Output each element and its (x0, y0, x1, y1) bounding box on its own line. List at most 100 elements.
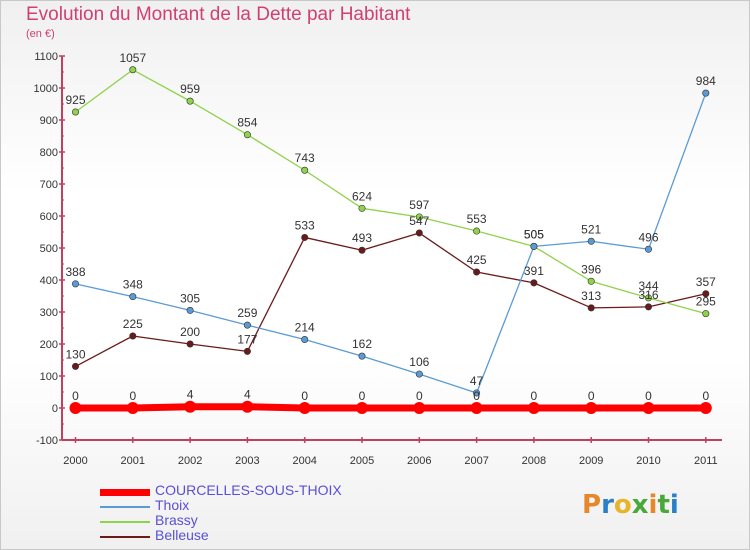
data-label: 357 (696, 275, 716, 289)
data-point (644, 245, 652, 253)
data-point (129, 332, 137, 340)
data-point (358, 246, 366, 254)
data-label: 1057 (119, 51, 146, 65)
data-label: 316 (638, 288, 658, 302)
data-label: 0 (359, 389, 366, 403)
data-label: 47 (470, 374, 484, 388)
data-label: 0 (645, 389, 652, 403)
data-label: 533 (295, 218, 315, 232)
data-point (470, 402, 483, 414)
data-label: 225 (123, 317, 143, 331)
x-tick-label: 2010 (636, 455, 660, 467)
legend-item: Thoix (100, 497, 420, 514)
logo-letter: r (601, 490, 614, 520)
data-label: 295 (696, 295, 716, 309)
data-label: 521 (581, 222, 601, 236)
data-point (358, 352, 366, 360)
data-point (702, 89, 710, 97)
x-tick-label: 2002 (178, 455, 202, 467)
data-label: 0 (588, 389, 595, 403)
data-point (473, 227, 481, 235)
data-point (530, 279, 538, 287)
logo-letter: i (648, 490, 658, 520)
logo-letter: o (613, 490, 632, 520)
chart-title: Evolution du Montant de la Dette par Hab… (26, 4, 411, 25)
data-point (644, 303, 652, 311)
y-tick-label: 900 (40, 115, 58, 127)
x-tick-label: 2009 (579, 455, 603, 467)
data-label: 0 (531, 389, 538, 403)
data-label: 200 (180, 325, 200, 339)
x-tick-label: 2005 (350, 455, 374, 467)
logo-letter: P (582, 490, 602, 520)
data-point (301, 336, 309, 344)
data-label: 259 (237, 306, 257, 320)
y-tick-label: 700 (40, 179, 58, 191)
data-point (126, 402, 139, 414)
data-point (72, 362, 80, 370)
x-tick-label: 2008 (522, 455, 546, 467)
data-label: 0 (702, 389, 709, 403)
data-point (243, 131, 251, 139)
y-tick-label: 1100 (34, 51, 58, 63)
legend-label: COURCELLES-SOUS-THOIX (155, 482, 342, 498)
data-label: 4 (187, 388, 194, 402)
data-point (298, 402, 311, 414)
logo-letter: t (657, 490, 670, 520)
x-tick-label: 2001 (121, 455, 145, 467)
data-label: 0 (473, 389, 480, 403)
legend: COURCELLES-SOUS-THOIX Thoix Brassy Belleuse (100, 482, 420, 544)
data-point (186, 97, 194, 105)
data-label: 425 (467, 253, 487, 267)
data-label: 130 (65, 347, 85, 361)
data-point (241, 400, 254, 413)
y-tick-label: 400 (40, 275, 58, 287)
data-point (587, 277, 595, 285)
logo-letter: i (669, 490, 679, 520)
data-point (301, 233, 309, 241)
x-tick-label: 2000 (63, 455, 87, 467)
series-line-thoix (75, 92, 707, 394)
data-point (530, 242, 538, 250)
data-point (587, 304, 595, 312)
data-label: 388 (65, 265, 85, 279)
data-point (702, 310, 710, 318)
series-line-brassy (75, 69, 706, 315)
legend-swatch (100, 506, 150, 508)
x-tick-label: 2011 (694, 455, 718, 467)
data-point (642, 402, 655, 414)
y-tick-label: 600 (40, 211, 58, 223)
legend-swatch (100, 488, 150, 496)
data-point (527, 402, 540, 414)
y-tick-label: 300 (40, 307, 58, 319)
data-point (358, 204, 366, 212)
data-label: 925 (65, 93, 85, 107)
data-label: 4 (244, 388, 251, 402)
data-point (473, 268, 481, 276)
legend-label: Thoix (155, 497, 190, 513)
data-label: 313 (581, 289, 601, 303)
data-label: 984 (696, 74, 716, 88)
data-point (301, 166, 309, 174)
data-label: 0 (301, 389, 308, 403)
y-tick-label: 1000 (34, 83, 58, 95)
data-label: 0 (72, 389, 79, 403)
legend-item: Belleuse (100, 527, 420, 544)
data-label: 854 (237, 116, 257, 130)
y-tick-label: 0 (52, 403, 58, 415)
data-point (415, 229, 423, 237)
data-point (186, 306, 194, 314)
y-tick-label: 100 (40, 371, 58, 383)
data-point (184, 400, 197, 413)
data-label: 305 (180, 291, 200, 305)
data-label: 505 (524, 227, 544, 241)
data-label: 547 (409, 214, 429, 228)
y-tick-label: 800 (40, 147, 58, 159)
data-label: 177 (237, 332, 257, 346)
y-tick-label: 200 (40, 339, 58, 351)
data-label: 162 (352, 337, 372, 351)
series-line-courcelles-sous-thoix (75, 403, 706, 412)
data-label: 344 (638, 279, 658, 293)
